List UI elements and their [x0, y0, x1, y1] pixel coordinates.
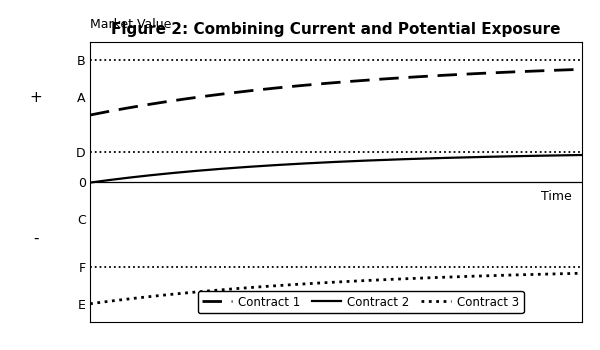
Contract 3: [470, 274, 477, 278]
Contract 1: [578, 67, 586, 71]
Contract 1: [479, 71, 486, 75]
Line: Contract 3: Contract 3: [90, 273, 582, 304]
Contract 2: [137, 174, 144, 179]
Title: Figure 2: Combining Current and Potential Exposure: Figure 2: Combining Current and Potentia…: [111, 22, 561, 37]
Contract 2: [86, 181, 94, 185]
Contract 2: [286, 162, 293, 166]
Contract 2: [424, 156, 431, 161]
Contract 1: [470, 72, 477, 76]
Contract 3: [86, 302, 94, 306]
Contract 3: [479, 274, 486, 278]
Text: +: +: [29, 91, 43, 105]
Contract 1: [86, 113, 94, 117]
Contract 1: [303, 83, 310, 87]
Line: Contract 2: Contract 2: [90, 155, 582, 183]
Contract 3: [303, 282, 310, 286]
Contract 2: [470, 155, 477, 159]
Contract 3: [286, 283, 293, 287]
Contract 3: [578, 271, 586, 275]
Contract 2: [578, 153, 586, 157]
Contract 2: [479, 155, 486, 159]
Contract 3: [137, 295, 144, 300]
Text: Market Value: Market Value: [90, 18, 172, 31]
Contract 1: [286, 85, 293, 89]
Legend: Contract 1, Contract 2, Contract 3: Contract 1, Contract 2, Contract 3: [197, 291, 524, 313]
Contract 3: [424, 276, 431, 280]
Line: Contract 1: Contract 1: [90, 69, 582, 115]
Text: Time: Time: [541, 190, 572, 203]
Text: -: -: [33, 231, 39, 245]
Contract 2: [303, 161, 310, 166]
Contract 1: [137, 104, 144, 108]
Contract 1: [424, 74, 431, 78]
